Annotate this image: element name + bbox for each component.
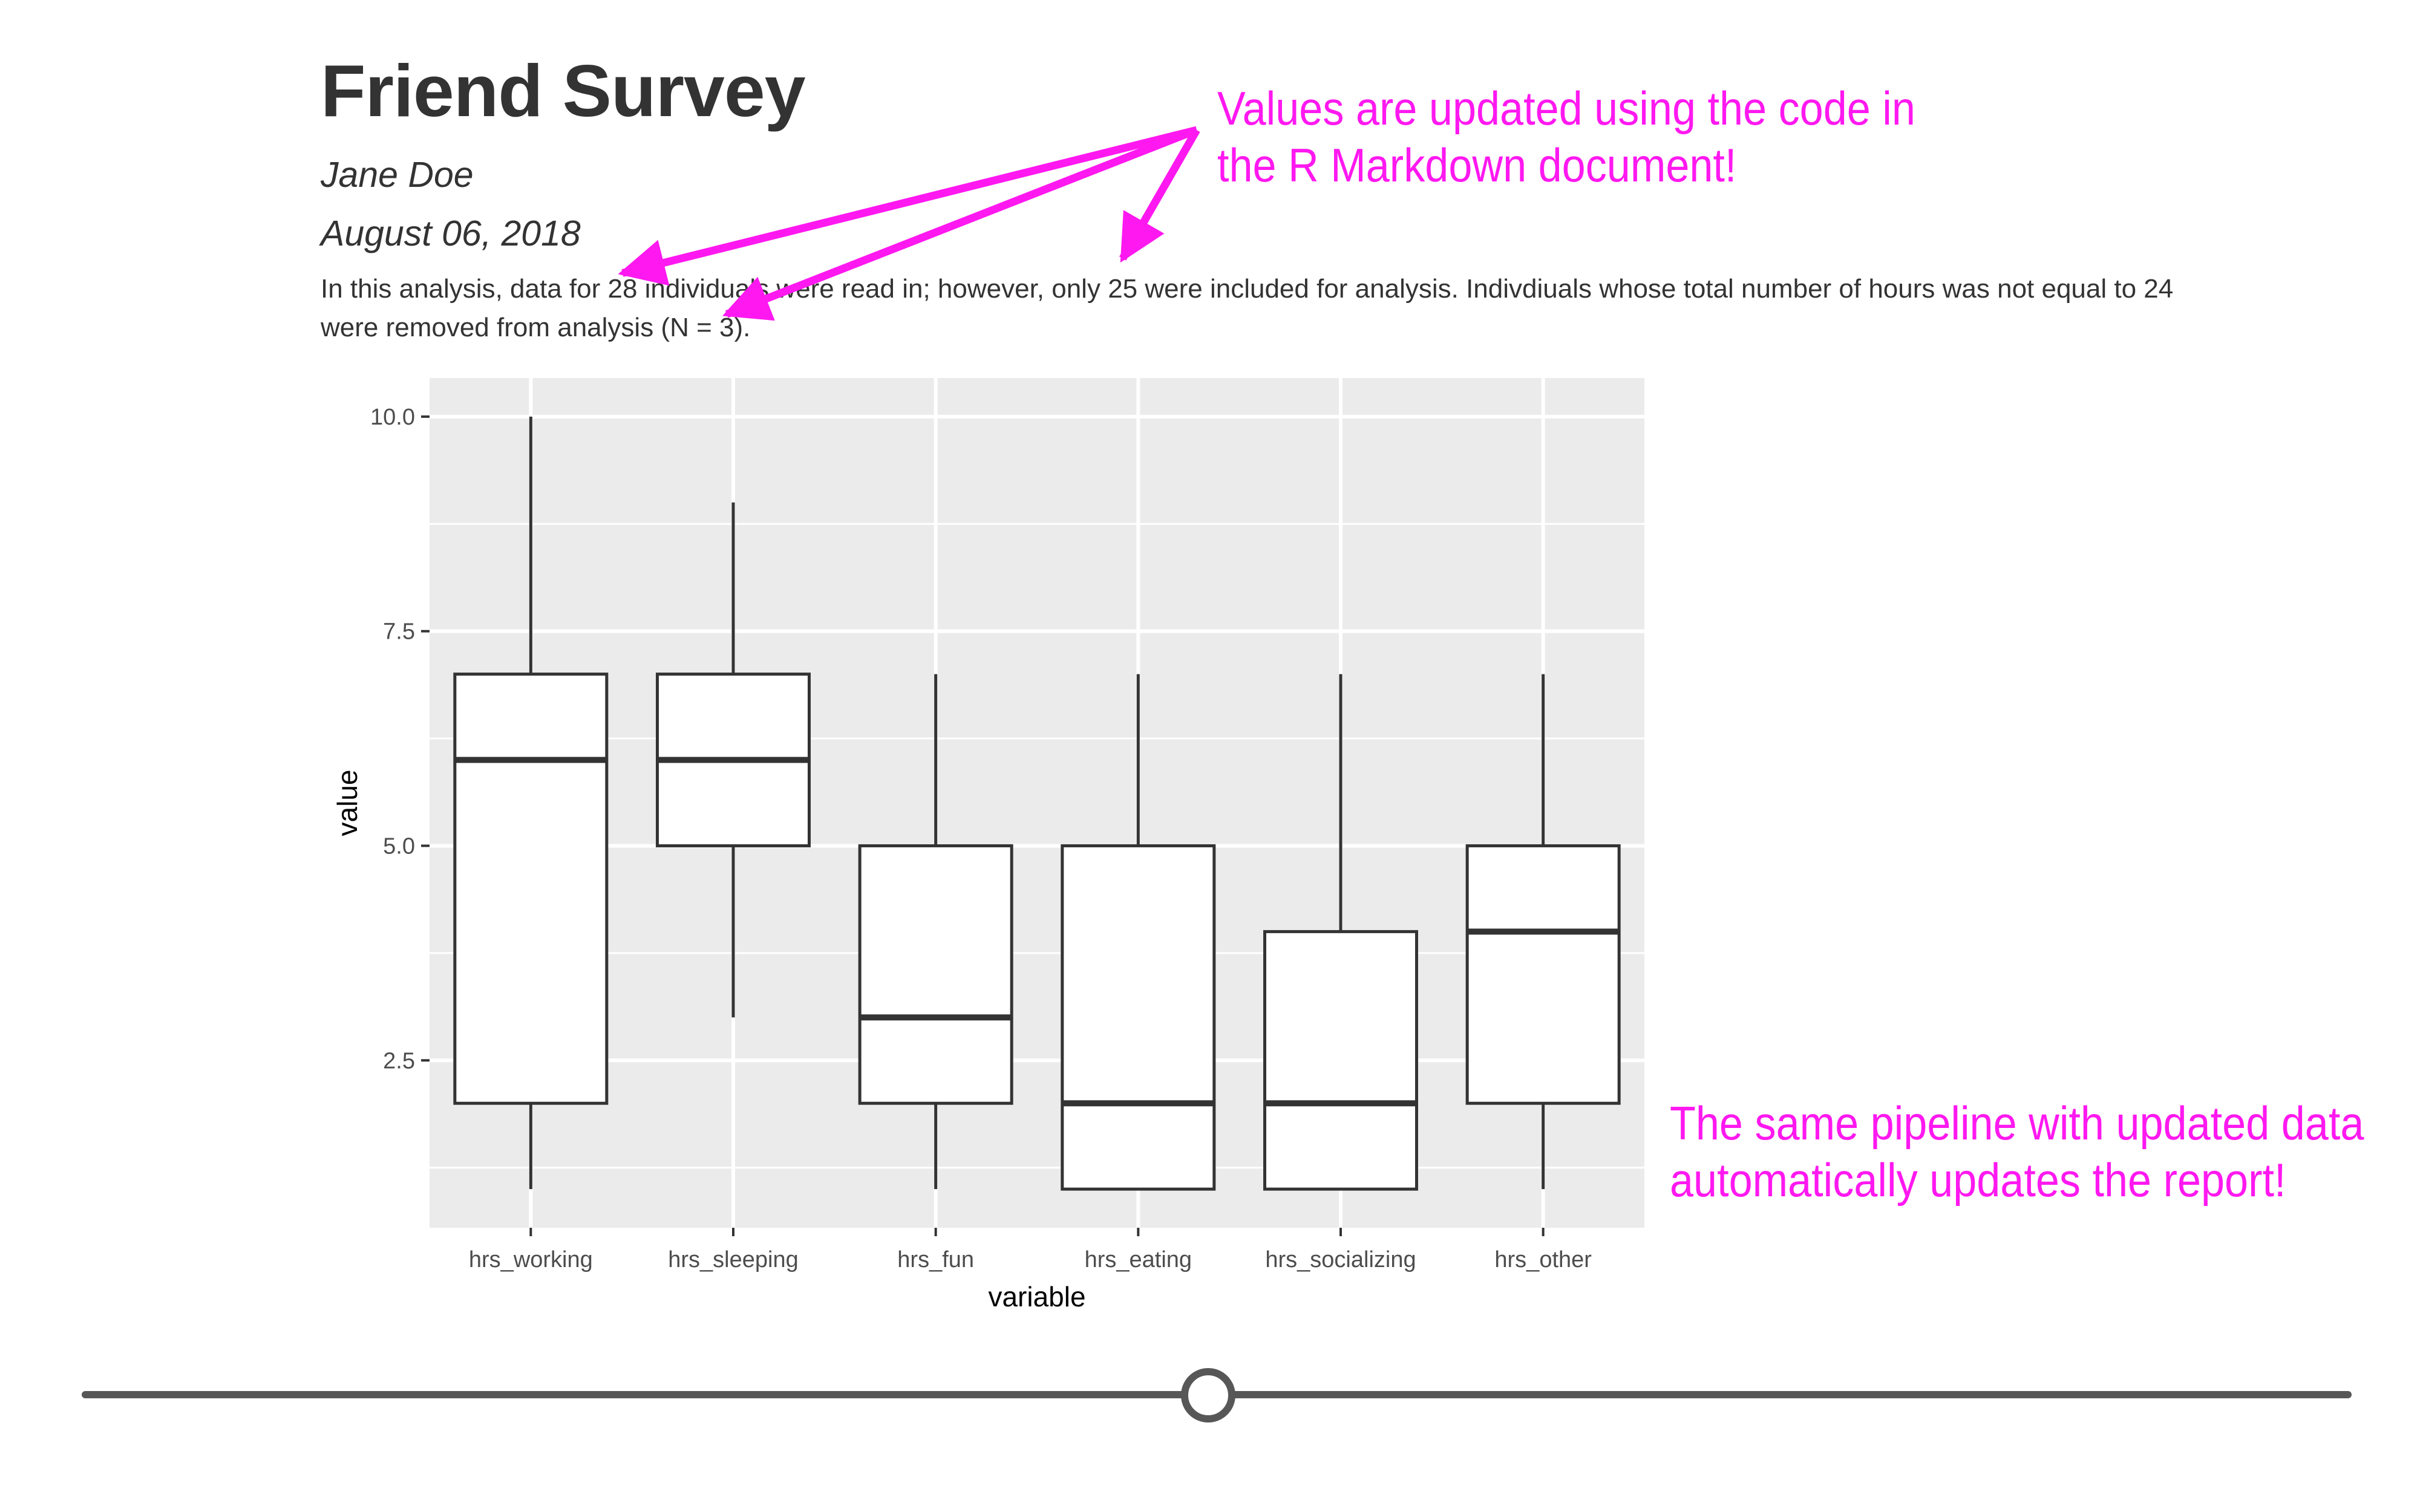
- y-axis-label: value: [332, 770, 363, 836]
- annotation-values-updated: Values are updated using the code in the…: [1217, 80, 1915, 194]
- para-text-1: In this analysis, data for: [321, 274, 608, 304]
- x-tick-label: hrs_socializing: [1265, 1247, 1416, 1272]
- box-iqr: [858, 844, 1013, 1105]
- box-hrs_socializing: [1263, 674, 1418, 1191]
- x-tick-label: hrs_eating: [1085, 1247, 1192, 1272]
- report-date: August 06, 2018: [321, 213, 581, 253]
- y-tick-label: 7.5: [383, 619, 415, 645]
- report-author: Jane Doe: [321, 155, 474, 195]
- box-hrs_sleeping: [656, 502, 811, 1018]
- y-tick-label: 5.0: [383, 833, 415, 859]
- para-text-3: were included for analysis. Indivdiuals …: [321, 274, 2174, 342]
- box-hrs_other: [1465, 674, 1621, 1190]
- x-tick-label: hrs_working: [469, 1247, 593, 1272]
- annotation-pipeline-line2: automatically updates the report!: [1670, 1153, 2286, 1207]
- x-tick-label: hrs_fun: [897, 1247, 974, 1272]
- annotation-values-updated-line1: Values are updated using the code in: [1217, 82, 1915, 135]
- annotation-pipeline: The same pipeline with updated data auto…: [1670, 1095, 2364, 1208]
- annotation-pipeline-line1: The same pipeline with updated data: [1670, 1097, 2364, 1150]
- x-axis-label: variable: [988, 1281, 1085, 1312]
- x-tick-label: hrs_other: [1494, 1247, 1592, 1272]
- box-iqr: [453, 673, 609, 1105]
- report-title: Friend Survey: [321, 50, 806, 132]
- x-tick-label: hrs_sleeping: [668, 1247, 798, 1272]
- box-hrs_eating: [1061, 674, 1216, 1191]
- annotation-values-updated-line2: the R Markdown document!: [1217, 138, 1737, 192]
- box-iqr: [1263, 930, 1418, 1191]
- y-tick-label: 10.0: [370, 405, 415, 430]
- slide-progress-handle[interactable]: [1181, 1368, 1235, 1422]
- plot-panel: [430, 378, 1644, 1228]
- y-tick-label: 2.5: [383, 1048, 415, 1074]
- box-hrs_fun: [858, 674, 1013, 1190]
- box-hrs_working: [453, 416, 609, 1190]
- box-iqr: [1465, 844, 1621, 1105]
- box-iqr: [1061, 844, 1216, 1191]
